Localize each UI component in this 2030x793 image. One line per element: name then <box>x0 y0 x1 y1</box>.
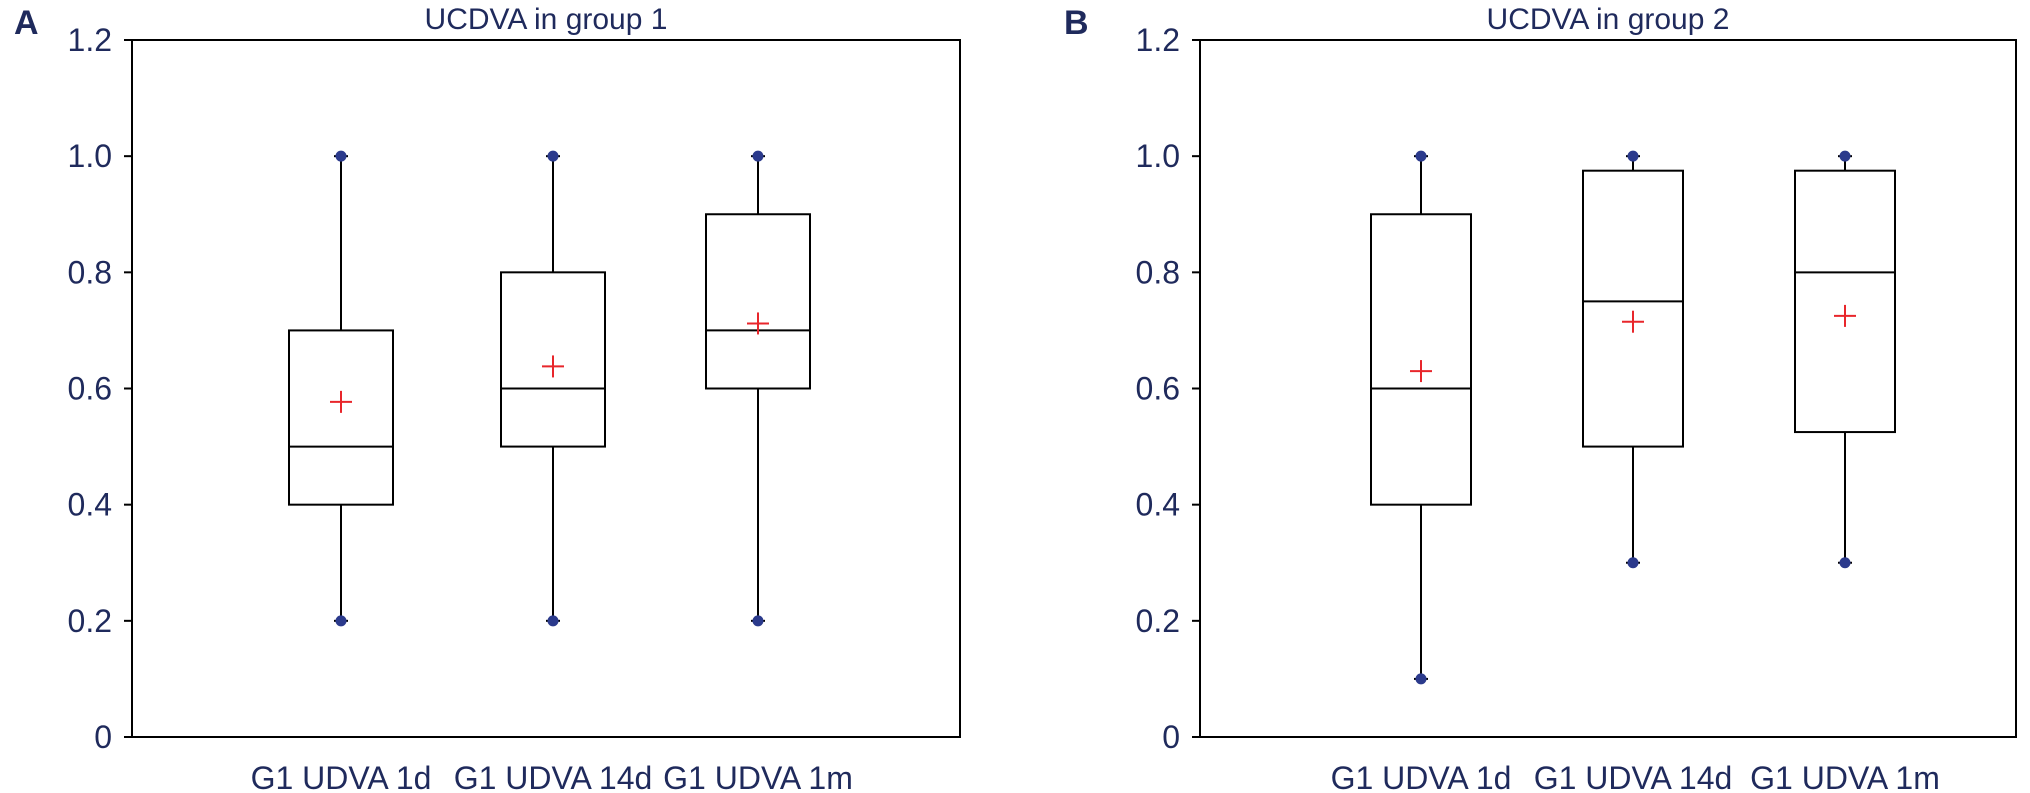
max-point <box>1415 150 1427 162</box>
panel-label: B <box>1064 4 1089 42</box>
category-label: G1 UDVA 1d <box>251 760 432 793</box>
category-label: G1 UDVA 1d <box>1331 760 1512 793</box>
box-plot-3 <box>1794 150 1896 569</box>
box-plot-1 <box>1370 150 1472 685</box>
max-point <box>1839 150 1851 162</box>
iqr-box <box>1582 169 1684 448</box>
box-plot-1 <box>288 150 394 627</box>
panel-b: B UCDVA in group 2 0 0.2 0.4 0.6 0.8 1.0 1.2 G1 U… <box>1064 3 2017 793</box>
chart-title: UCDVA in group 2 <box>1487 3 1730 36</box>
y-tick-label: 0.6 <box>1136 371 1180 407</box>
y-tick-label: 0.8 <box>68 254 112 290</box>
max-point <box>752 150 764 162</box>
y-tick-label: 0.6 <box>68 371 112 407</box>
category-label: G1 UDVA 1m <box>1750 760 1940 793</box>
y-tick-label: 1.2 <box>1136 22 1180 58</box>
max-point <box>1627 150 1639 162</box>
chart-title: UCDVA in group 1 <box>425 3 668 36</box>
iqr-box <box>288 329 394 506</box>
y-tick-label: 0.2 <box>1136 603 1180 639</box>
category-label: G1 UDVA 14d <box>454 760 653 793</box>
iqr-box <box>1370 213 1472 506</box>
min-point <box>1839 557 1851 569</box>
min-point <box>335 615 347 627</box>
y-tick-label: 0.2 <box>68 603 112 639</box>
max-point <box>547 150 559 162</box>
y-tick-label: 1.2 <box>68 22 112 58</box>
y-tick-label: 0.4 <box>68 487 112 523</box>
y-tick-label: 0 <box>94 719 112 755</box>
y-tick-label: 0.4 <box>1136 487 1180 523</box>
panel-label: A <box>14 4 39 42</box>
min-point <box>752 615 764 627</box>
y-tick-label: 0 <box>1162 719 1180 755</box>
box-plot-2 <box>500 150 606 627</box>
y-tick-label: 0.8 <box>1136 254 1180 290</box>
panel-a: A UCDVA in group 1 0 0.2 0.4 0.6 0.8 1.0 1.2 G1 U… <box>14 3 961 793</box>
max-point <box>335 150 347 162</box>
box-plot-2 <box>1582 150 1684 569</box>
box-plot-3 <box>705 150 811 627</box>
min-point <box>1627 557 1639 569</box>
category-label: G1 UDVA 14d <box>1534 760 1733 793</box>
iqr-box <box>1794 169 1896 434</box>
iqr-box <box>705 213 811 390</box>
y-tick-label: 1.0 <box>1136 138 1180 174</box>
category-label: G1 UDVA 1m <box>663 760 853 793</box>
y-tick-label: 1.0 <box>68 138 112 174</box>
min-point <box>1415 673 1427 685</box>
min-point <box>547 615 559 627</box>
